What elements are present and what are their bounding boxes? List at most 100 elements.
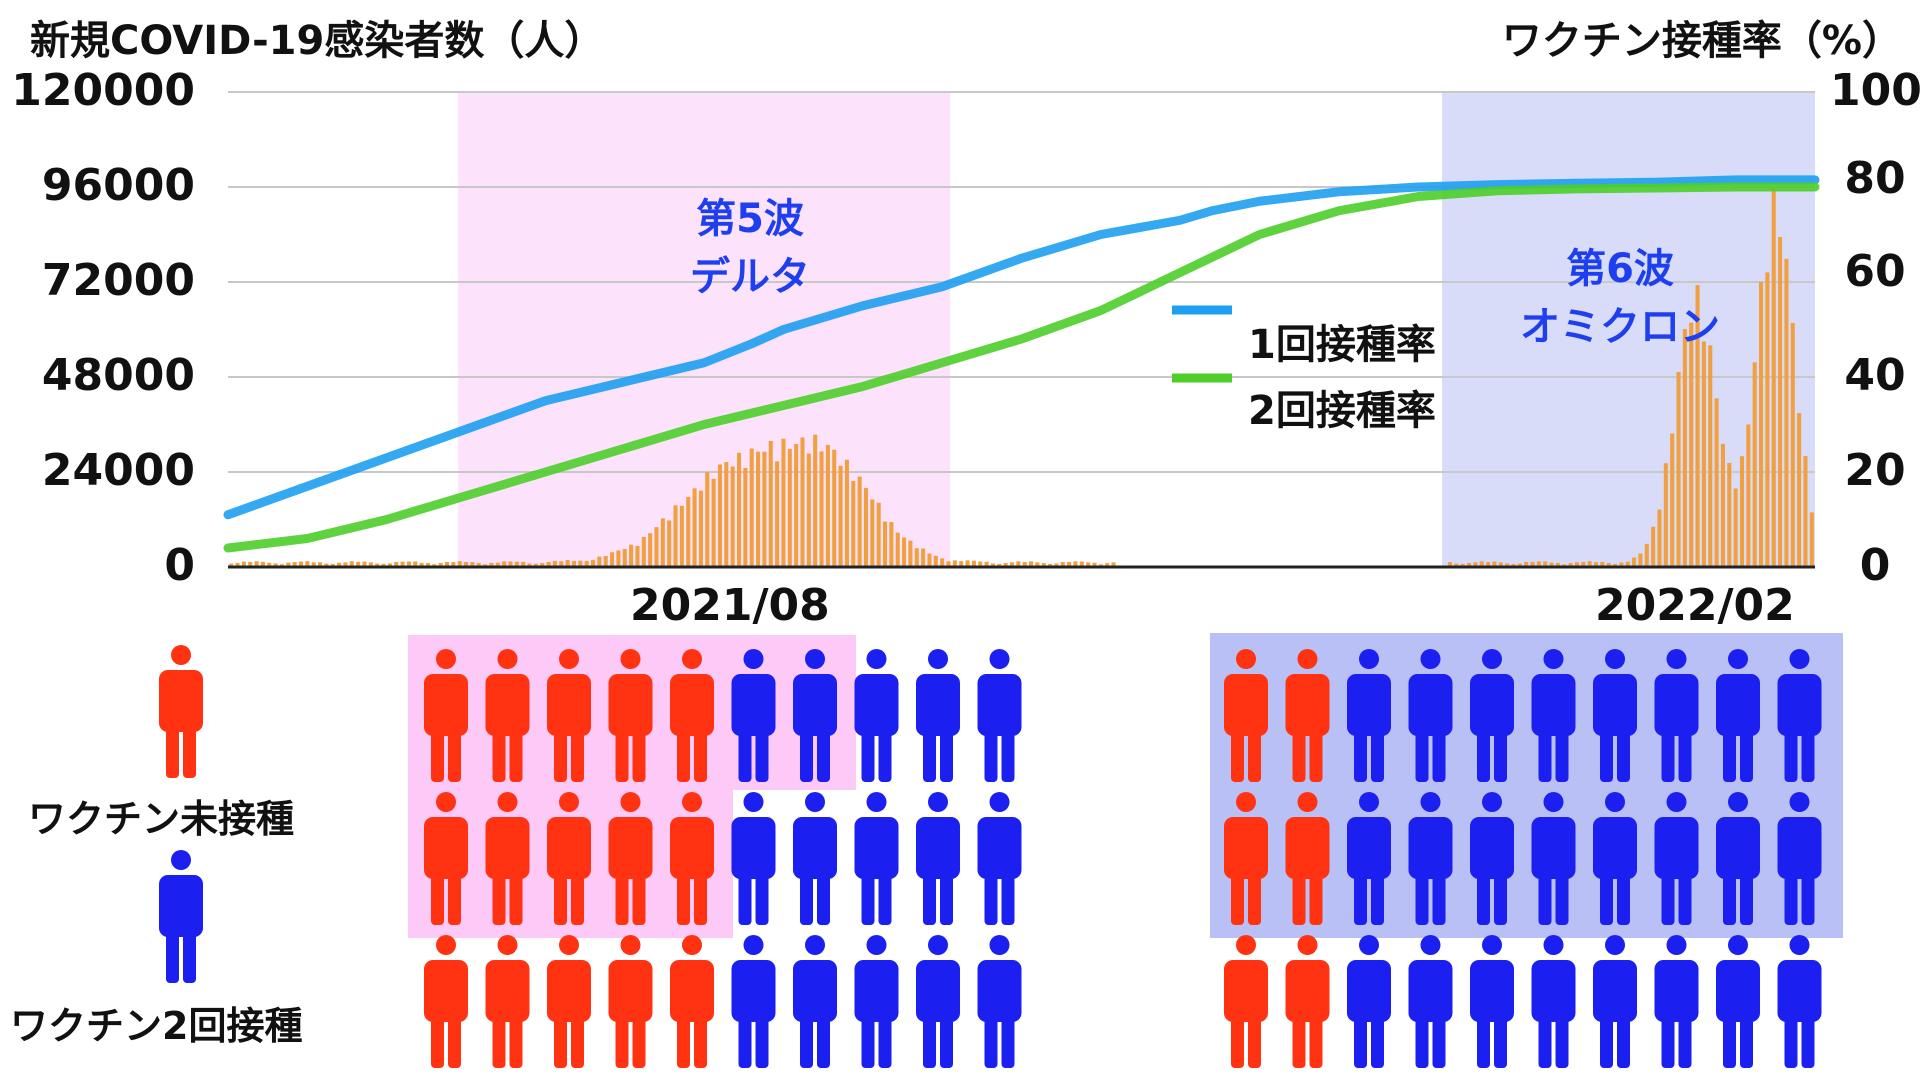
vaccinated-person-icon xyxy=(1716,649,1760,782)
wave6-label: 第6波 オミクロン xyxy=(1500,240,1740,356)
case-bar xyxy=(1701,341,1706,567)
case-bar xyxy=(1568,563,1573,567)
case-bar xyxy=(546,561,551,567)
case-bar xyxy=(1524,561,1529,567)
unvaccinated-person-icon xyxy=(424,935,468,1068)
wave5-variant: デルタ xyxy=(690,254,810,300)
vaccinated-person-icon xyxy=(1470,935,1514,1068)
case-bar xyxy=(603,556,608,567)
vaccinated-person-icon xyxy=(916,649,960,782)
case-bar xyxy=(470,562,475,567)
case-bar xyxy=(730,466,735,567)
case-bar xyxy=(692,488,697,567)
case-bar xyxy=(959,561,964,567)
vaccinated-person-icon xyxy=(916,935,960,1068)
case-bar xyxy=(1619,562,1624,567)
case-bar xyxy=(1486,562,1491,567)
case-bar xyxy=(1555,562,1560,567)
case-bar xyxy=(1784,258,1789,567)
unvaccinated-person-icon xyxy=(1285,792,1330,925)
case-bar xyxy=(1028,561,1034,567)
case-bar xyxy=(660,518,665,567)
case-bar xyxy=(381,563,386,567)
case-bar xyxy=(578,560,583,567)
case-bar xyxy=(1587,561,1592,567)
case-bar xyxy=(1765,272,1770,567)
unvaccinated-person-icon xyxy=(608,792,653,925)
case-bar xyxy=(590,559,596,567)
right-tick-60: 60 xyxy=(1844,246,1906,297)
case-bar xyxy=(330,563,335,567)
case-bar xyxy=(1651,526,1656,567)
case-bar xyxy=(1467,562,1472,567)
unvaccinated-legend-person-icon xyxy=(159,645,203,778)
case-bar xyxy=(641,536,646,567)
vaccinated-person-icon xyxy=(977,792,1022,925)
case-bar xyxy=(1035,562,1040,567)
case-bar xyxy=(1759,281,1764,567)
case-bar xyxy=(1543,561,1548,567)
vaccinated-person-icon xyxy=(1470,649,1514,782)
unvaccinated-person-icon xyxy=(608,649,653,782)
case-bar xyxy=(292,562,297,567)
right-tick-20: 20 xyxy=(1844,445,1906,496)
case-bar xyxy=(235,562,240,567)
case-bar xyxy=(902,537,907,567)
case-bar xyxy=(1530,561,1535,567)
case-bar xyxy=(1003,563,1008,567)
case-bar xyxy=(375,563,380,567)
case-bar xyxy=(1771,189,1776,567)
case-bar xyxy=(254,561,259,567)
case-bar xyxy=(1447,562,1453,567)
case-bar xyxy=(514,561,519,567)
vaccinated-person-icon xyxy=(1593,935,1637,1068)
case-bar xyxy=(819,451,824,567)
vaccinated-person-icon xyxy=(1408,935,1453,1068)
date-label-2021-08: 2021/08 xyxy=(630,580,830,631)
case-bar xyxy=(946,561,951,567)
unvaccinated-person-icon xyxy=(424,792,468,925)
case-bar xyxy=(1720,443,1725,567)
case-bar xyxy=(927,553,932,567)
case-bar xyxy=(686,496,691,567)
case-bar xyxy=(794,444,799,567)
case-bar xyxy=(394,561,399,567)
vaccinated-legend-person-icon xyxy=(159,850,203,983)
case-bar xyxy=(654,527,659,567)
case-bar xyxy=(1473,562,1478,567)
case-bar xyxy=(756,451,761,567)
case-bar xyxy=(1105,563,1110,567)
case-bar xyxy=(1682,329,1687,567)
case-bar xyxy=(1067,562,1072,567)
vaccinated-person-icon xyxy=(977,935,1022,1068)
case-bar xyxy=(940,558,945,567)
case-bar xyxy=(667,520,672,567)
vaccinated-person-icon xyxy=(1716,935,1760,1068)
case-bar xyxy=(527,563,532,567)
vaccinated-person-icon xyxy=(1654,792,1699,925)
case-bar xyxy=(882,521,888,567)
case-bar xyxy=(508,561,513,567)
case-bar xyxy=(921,548,926,567)
case-bar xyxy=(1644,543,1649,567)
case-bar xyxy=(610,552,615,567)
case-bar xyxy=(844,459,849,567)
vaccinated-person-icon xyxy=(854,649,899,782)
right-tick-0: 0 xyxy=(1859,540,1891,591)
vaccinated-person-icon xyxy=(731,649,776,782)
case-bar xyxy=(1727,462,1732,567)
case-bar xyxy=(997,563,1002,567)
case-bar xyxy=(648,533,653,567)
left-tick-0: 0 xyxy=(164,540,195,591)
unvaccinated-person-icon xyxy=(1224,935,1268,1068)
case-bar xyxy=(717,464,723,567)
unvaccinated-person-icon xyxy=(1285,935,1330,1068)
case-bar xyxy=(984,561,989,567)
case-bar xyxy=(1638,553,1643,567)
case-bar xyxy=(559,561,564,567)
wave-region-5 xyxy=(458,92,951,567)
unvaccinated-person-icon xyxy=(670,792,714,925)
second-dose-line xyxy=(223,182,1820,553)
wave6-variant: オミクロン xyxy=(1520,304,1720,350)
case-bar xyxy=(1663,463,1668,567)
